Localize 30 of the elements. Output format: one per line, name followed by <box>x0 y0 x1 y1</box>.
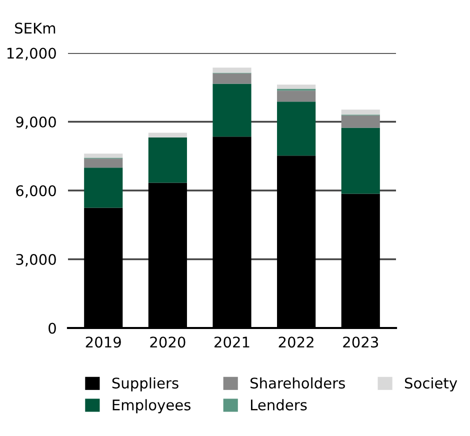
bar <box>84 168 123 208</box>
legend-label: Lenders <box>250 399 307 410</box>
bar <box>341 115 380 128</box>
legend-label: Suppliers <box>112 377 178 392</box>
bar <box>148 132 187 138</box>
x-tick-label: 2021 <box>214 336 250 348</box>
legend-label: Employees <box>112 399 191 414</box>
x-tick-label: 2020 <box>150 336 186 348</box>
bar <box>84 158 123 168</box>
y-axis-title: SEKm <box>15 22 56 34</box>
y-tick-label: 3,000 <box>16 254 56 266</box>
bar <box>84 154 123 158</box>
bar <box>212 84 252 137</box>
bar <box>212 73 252 84</box>
y-tick-label: 6,000 <box>16 185 56 198</box>
y-tick-label: 9,000 <box>16 116 56 129</box>
x-tick-label: 2023 <box>343 336 378 348</box>
bar <box>341 110 380 115</box>
x-tick-label: 2022 <box>278 336 314 348</box>
y-tick-label: 0 <box>48 322 56 334</box>
x-tick-label: 2019 <box>86 336 121 348</box>
bar <box>277 84 316 89</box>
y-tick-label: 12,000 <box>7 48 56 60</box>
bar <box>212 68 252 73</box>
bar <box>341 128 380 194</box>
bar <box>277 102 316 156</box>
legend-label: Society <box>404 377 458 392</box>
bar <box>277 90 316 102</box>
bar <box>148 138 187 183</box>
legend-label: Shareholders <box>250 377 345 389</box>
